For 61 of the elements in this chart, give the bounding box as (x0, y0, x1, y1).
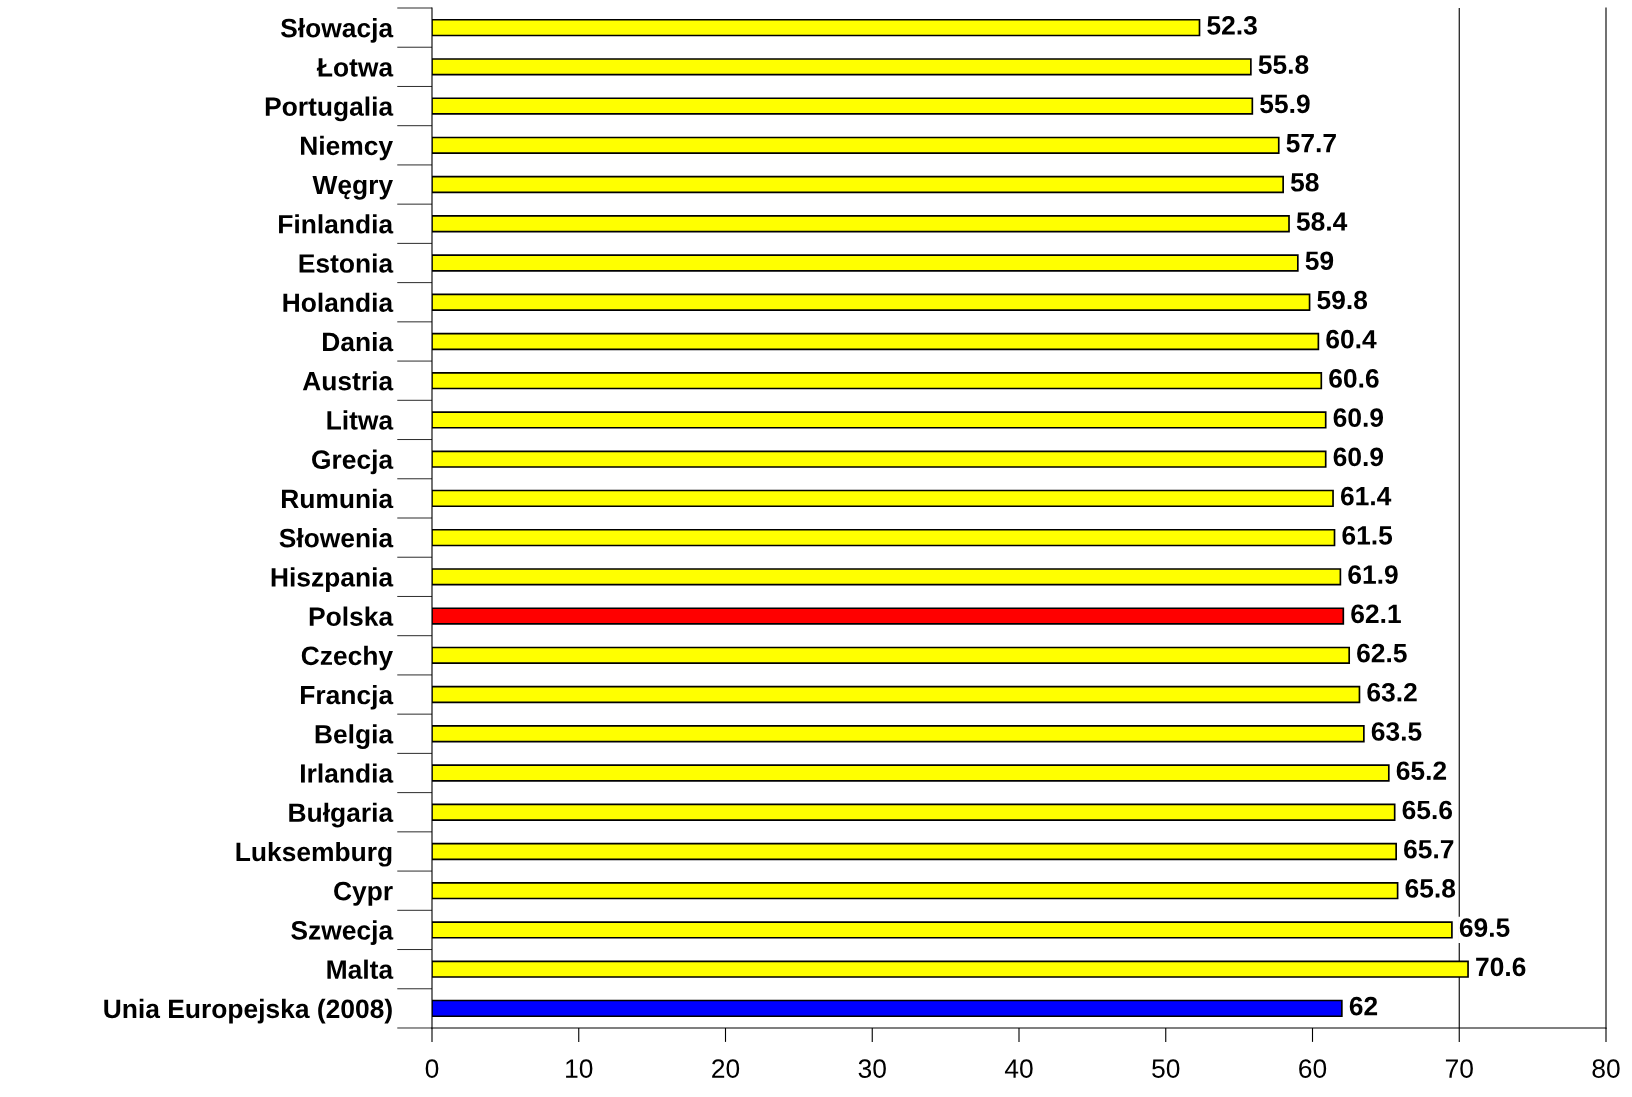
data-label: 55.8 (1258, 55, 1309, 74)
y-tick-label: Cypr (334, 881, 393, 906)
y-tick-label: Holandia (283, 292, 394, 313)
data-label: 62.5 (1357, 643, 1407, 663)
x-tick-label: 40 (1004, 1059, 1033, 1078)
y-tick-label: Węgry (312, 175, 393, 200)
data-label: 65.2 (1396, 761, 1447, 781)
y-tick-label: Rumunia (281, 488, 394, 509)
data-label: 57.7 (1286, 133, 1336, 153)
x-tick-label: 0 (425, 1059, 439, 1078)
x-tick-label: 30 (858, 1059, 886, 1078)
data-label: 58 (1290, 172, 1319, 192)
data-label: 62.1 (1351, 604, 1401, 624)
data-label: 62 (1349, 996, 1378, 1016)
x-tick-label: 80 (1592, 1059, 1620, 1078)
y-tick-label: Unia Europejska (2008) (104, 998, 392, 1024)
x-tick-label: 60 (1299, 1059, 1327, 1078)
data-label: 61.5 (1342, 526, 1393, 545)
y-tick-label: Portugalia (265, 96, 394, 122)
x-tick-label: 70 (1445, 1059, 1473, 1078)
y-tick-label: Litwa (327, 410, 394, 430)
x-tick-label: 50 (1152, 1059, 1180, 1078)
data-label: 63.2 (1367, 682, 1417, 702)
data-label: 61.4 (1340, 486, 1392, 506)
data-label: 58.4 (1296, 212, 1348, 231)
y-tick-label: Belgia (315, 724, 394, 749)
data-label: 60.6 (1329, 369, 1379, 388)
y-tick-label: Luksemburg (236, 841, 392, 867)
data-label: 65.6 (1402, 800, 1453, 820)
y-tick-label: Malta (327, 959, 394, 979)
y-tick-label: Francja (301, 684, 394, 710)
data-label: 52.3 (1207, 16, 1257, 35)
y-tick-label: Finlandia (279, 214, 394, 234)
data-label: 65.7 (1404, 839, 1454, 859)
data-label: 60.9 (1333, 408, 1384, 428)
x-tick-label: 20 (712, 1059, 740, 1078)
data-label: 65.8 (1405, 879, 1456, 898)
y-tick-label: Austria (302, 371, 394, 391)
data-label: 55.9 (1260, 94, 1310, 114)
data-label: 70.6 (1476, 957, 1526, 977)
x-tick-label: 10 (566, 1059, 593, 1078)
data-label: 69.5 (1459, 918, 1510, 938)
data-label: 61.9 (1348, 565, 1398, 584)
y-tick-label: Bułgaria (289, 802, 394, 828)
data-label: 59 (1305, 251, 1334, 271)
data-label: 63.5 (1371, 722, 1422, 741)
y-tick-label: Słowenia (279, 528, 394, 548)
y-tick-label: Estonia (299, 253, 394, 273)
data-label: 60.4 (1326, 329, 1377, 349)
y-tick-label: Hiszpania (271, 567, 394, 592)
y-tick-label: Niemcy (301, 135, 393, 161)
y-tick-label: Grecja (312, 449, 394, 475)
y-tick-label: Irlandia (301, 763, 394, 783)
y-tick-label: Słowacja (280, 18, 394, 43)
y-tick-label: Łotwa (316, 58, 394, 77)
data-label: 60.9 (1333, 447, 1384, 467)
y-tick-label: Polska (309, 606, 394, 626)
data-label: 59.8 (1317, 290, 1368, 310)
y-tick-label: Szwecja (291, 920, 394, 945)
y-tick-label: Dania (323, 331, 394, 352)
y-tick-label: Czechy (301, 645, 393, 671)
